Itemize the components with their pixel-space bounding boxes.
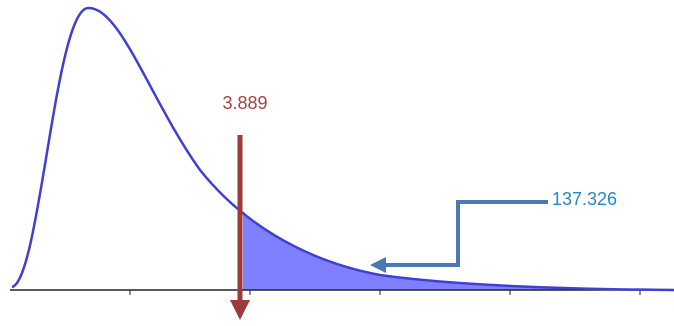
test-statistic-label: 137.326 [552,189,617,209]
test-statistic-arrow [370,200,548,273]
rejection-region [243,211,674,290]
density-curve [11,6,674,292]
critical-value-label: 3.889 [222,93,267,113]
